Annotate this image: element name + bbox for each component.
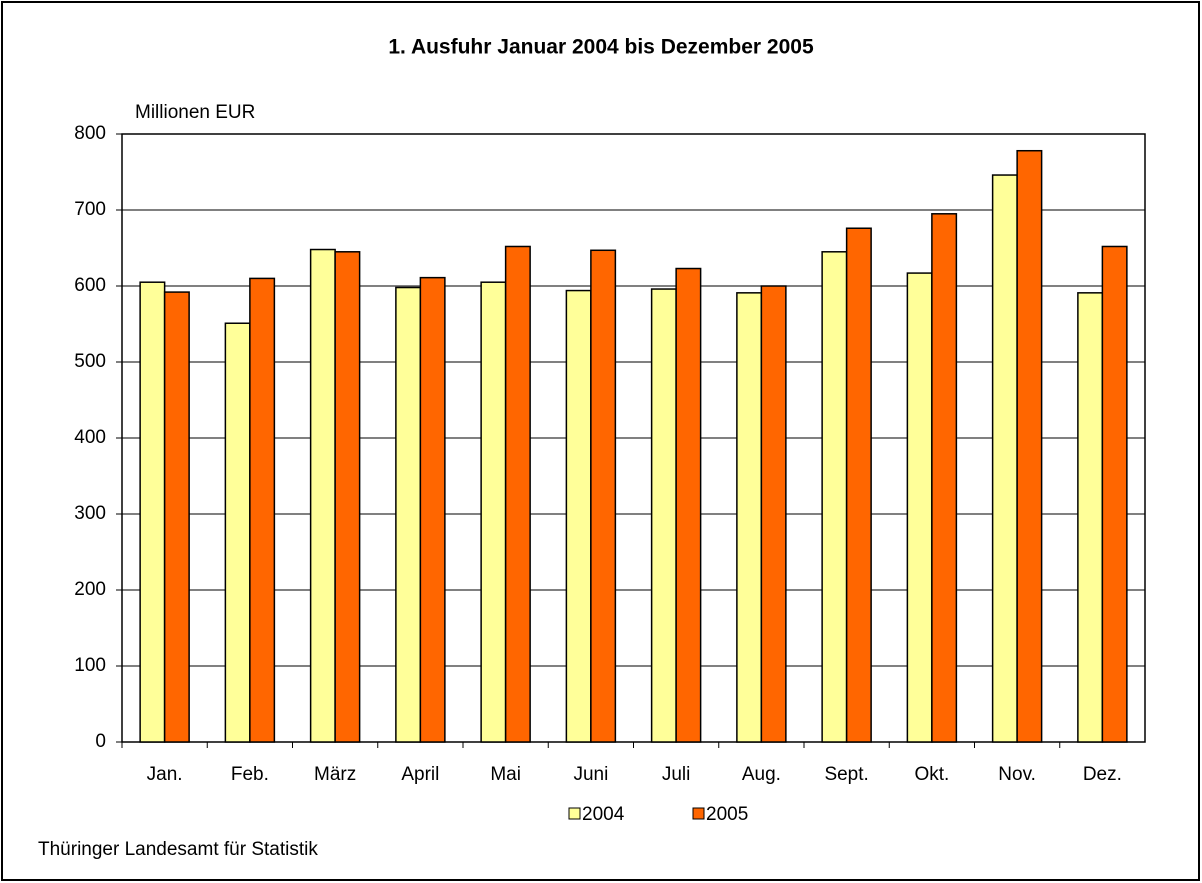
- legend-swatch: [568, 807, 581, 820]
- bar: [650, 288, 677, 743]
- x-tick-label: Juli: [662, 764, 691, 785]
- x-tick-label: Dez.: [1083, 764, 1122, 785]
- bar: [395, 286, 422, 743]
- x-tick-label: Jan.: [147, 764, 183, 785]
- legend-label: 2004: [582, 804, 625, 825]
- y-tick-label: 400: [74, 427, 106, 448]
- y-tick-label: 300: [74, 503, 106, 524]
- x-tick-label: Feb.: [231, 764, 269, 785]
- bar: [480, 281, 507, 743]
- bar: [845, 227, 872, 743]
- bar: [736, 292, 763, 743]
- bar: [760, 285, 787, 743]
- y-tick-label: 500: [74, 351, 106, 372]
- bar: [419, 276, 446, 743]
- bar: [249, 277, 276, 743]
- bar: [224, 322, 251, 743]
- bar: [1101, 245, 1128, 743]
- bar: [991, 174, 1018, 743]
- bar: [139, 281, 166, 743]
- bar: [163, 291, 190, 743]
- x-tick-label: Aug.: [742, 764, 781, 785]
- bar: [334, 251, 361, 743]
- y-tick-label: 800: [74, 123, 106, 144]
- bar: [675, 267, 702, 743]
- y-tick-label: 600: [74, 275, 106, 296]
- y-tick-label: 0: [95, 731, 106, 752]
- legend-swatch: [692, 807, 705, 820]
- bar: [1077, 292, 1104, 743]
- y-tick-label: 200: [74, 579, 106, 600]
- bar: [1016, 149, 1043, 743]
- x-tick-label: April: [401, 764, 439, 785]
- x-tick-label: Sept.: [824, 764, 868, 785]
- bar: [821, 251, 848, 743]
- bar: [309, 248, 336, 743]
- bar: [590, 249, 617, 743]
- legend-label: 2005: [706, 804, 748, 825]
- x-tick-label: Okt.: [914, 764, 949, 785]
- chart-title: 1. Ausfuhr Januar 2004 bis Dezember 2005: [388, 36, 814, 59]
- y-axis-label: Millionen EUR: [135, 102, 255, 123]
- bar: [504, 245, 531, 743]
- x-tick-label: Mai: [490, 764, 521, 785]
- y-tick-label: 100: [74, 655, 106, 676]
- source: Thüringer Landesamt für Statistik: [38, 839, 318, 860]
- y-tick-label: 700: [74, 199, 106, 220]
- x-tick-label: Nov.: [998, 764, 1036, 785]
- x-tick-label: Juni: [573, 764, 608, 785]
- x-tick-label: März: [314, 764, 356, 785]
- bar: [565, 289, 592, 743]
- bar: [906, 272, 933, 743]
- bar: [931, 213, 958, 743]
